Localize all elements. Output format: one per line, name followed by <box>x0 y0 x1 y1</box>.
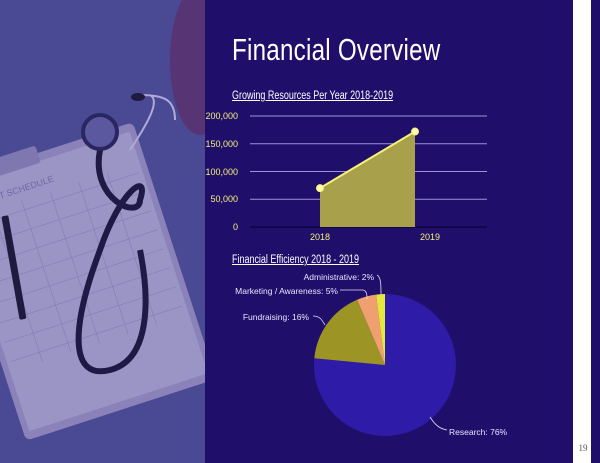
svg-text:Fundraising: 16%: Fundraising: 16% <box>243 312 310 322</box>
photo-illustration: Y REPORT SCHEDULE <box>0 0 205 463</box>
page-number: 19 <box>578 443 588 453</box>
pie-chart: Administrative: 2% Marketing / Awareness… <box>235 272 507 437</box>
svg-text:Administrative: 2%: Administrative: 2% <box>304 272 375 282</box>
line-chart-heading: Growing Resources Per Year 2018-2019 <box>232 90 394 102</box>
pie-slice-research[interactable] <box>313 294 456 436</box>
pie-chart-heading: Financial Efficiency 2018 - 2019 <box>232 254 359 266</box>
area-fill <box>320 131 415 227</box>
content-panel: Financial Overview Growing Resources Per… <box>205 0 573 463</box>
svg-text:200,000: 200,000 <box>205 111 238 121</box>
leader-lines <box>312 274 448 431</box>
page-edge-strip <box>573 0 591 463</box>
svg-text:Research: 76%: Research: 76% <box>449 427 508 437</box>
y-tick-labels: 200,000 150,000 100,000 50,000 0 <box>205 111 238 232</box>
data-point-2018[interactable] <box>316 184 324 193</box>
pie-labels: Administrative: 2% Marketing / Awareness… <box>235 272 507 437</box>
svg-text:0: 0 <box>233 222 238 232</box>
svg-text:Marketing / Awareness: 5%: Marketing / Awareness: 5% <box>235 286 338 296</box>
svg-text:2018: 2018 <box>310 232 330 242</box>
trend-line <box>319 130 416 190</box>
x-tick-labels: 2018 2019 <box>310 232 440 242</box>
pie-slice-marketing[interactable] <box>357 294 385 365</box>
svg-text:2019: 2019 <box>420 232 440 242</box>
svg-text:150,000: 150,000 <box>205 139 238 149</box>
pie-slice-administrative[interactable] <box>376 294 385 365</box>
svg-text:100,000: 100,000 <box>205 167 238 177</box>
page-edge-dark <box>591 0 600 463</box>
svg-text:50,000: 50,000 <box>210 194 238 204</box>
data-point-2019[interactable] <box>411 127 419 136</box>
page-title: Financial Overview <box>232 32 441 67</box>
stethoscope-photo: Y REPORT SCHEDULE <box>0 0 205 463</box>
pie-slice-fundraising[interactable] <box>314 299 385 365</box>
area-chart: 200,000 150,000 100,000 50,000 0 2018 20… <box>205 111 487 242</box>
